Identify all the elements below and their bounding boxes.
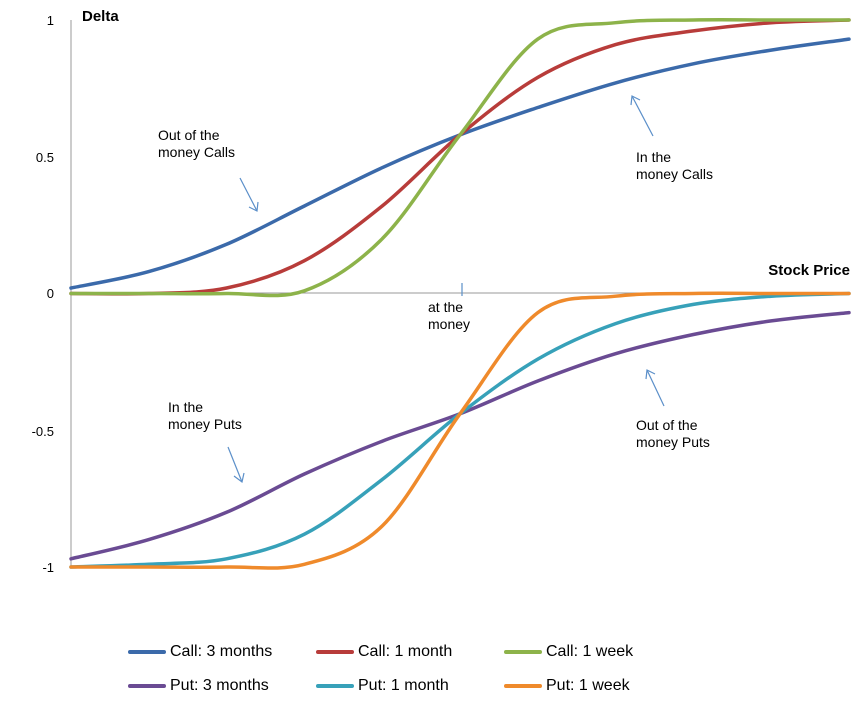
- annotation-line: In the: [636, 149, 671, 165]
- legend-item-call-3-months[interactable]: Call: 3 months: [128, 643, 316, 661]
- annotation-itm-puts: In the money Puts: [168, 399, 242, 432]
- y-tick-label: 0: [47, 286, 54, 301]
- legend: Call: 3 months Call: 1 month Call: 1 wee…: [128, 635, 748, 703]
- legend-label: Put: 3 months: [170, 677, 269, 694]
- legend-swatch: [316, 684, 354, 688]
- legend-label: Call: 3 months: [170, 643, 273, 660]
- series-group: [69, 18, 851, 570]
- y-tick-label: -1: [42, 560, 54, 575]
- annotation-otm-calls: Out of the money Calls: [158, 127, 235, 160]
- annotation-arrow: [631, 95, 654, 137]
- legend-item-put-1-week[interactable]: Put: 1 week: [504, 677, 692, 695]
- legend-item-call-1-month[interactable]: Call: 1 month: [316, 643, 504, 661]
- annotation-otm-puts: Out of the money Puts: [636, 417, 710, 450]
- arrow-head-icon: [248, 201, 259, 212]
- series-line-put-1-week: [69, 291, 851, 570]
- annotation-line: money Calls: [636, 166, 713, 182]
- annotation-line: at the: [428, 299, 463, 315]
- annotation-line: Out of the: [158, 127, 220, 143]
- y-axis-title: Delta: [82, 8, 119, 25]
- legend-swatch: [128, 650, 166, 654]
- y-tick-label: -0.5: [32, 424, 54, 439]
- series-line-put-3-months: [69, 310, 851, 561]
- annotation-line: money: [428, 316, 470, 332]
- legend-swatch: [128, 684, 166, 688]
- annotation-line: money Puts: [168, 416, 242, 432]
- legend-item-call-1-week[interactable]: Call: 1 week: [504, 643, 692, 661]
- annotation-line: Out of the: [636, 417, 698, 433]
- arrow-head-icon: [630, 95, 641, 106]
- arrow-head-icon: [645, 369, 656, 380]
- legend-row: Call: 3 months Call: 1 month Call: 1 wee…: [128, 635, 748, 669]
- legend-row: Put: 3 months Put: 1 month Put: 1 week: [128, 669, 748, 703]
- annotation-atm: at the money: [428, 299, 470, 332]
- series-line-call-3-months: [69, 37, 851, 290]
- annotation-line: money Calls: [158, 144, 235, 160]
- legend-label: Call: 1 week: [546, 643, 634, 660]
- legend-swatch: [504, 684, 542, 688]
- annotation-line: In the: [168, 399, 203, 415]
- y-tick-label: 0.5: [36, 150, 54, 165]
- y-tick-label: 1: [47, 13, 54, 28]
- legend-item-put-3-months[interactable]: Put: 3 months: [128, 677, 316, 695]
- legend-label: Put: 1 month: [358, 677, 449, 694]
- x-axis-title: Stock Price: [768, 262, 850, 279]
- annotation-itm-calls: In the money Calls: [636, 149, 713, 182]
- annotation-arrow: [239, 177, 258, 212]
- legend-label: Call: 1 month: [358, 643, 453, 660]
- legend-swatch: [316, 650, 354, 654]
- annotation-arrow: [646, 369, 665, 407]
- annotation-line: money Puts: [636, 434, 710, 450]
- arrow-head-icon: [233, 472, 245, 484]
- annotation-arrow: [227, 446, 243, 483]
- series-line-call-1-week: [69, 18, 851, 298]
- legend-item-put-1-month[interactable]: Put: 1 month: [316, 677, 504, 695]
- legend-swatch: [504, 650, 542, 654]
- legend-label: Put: 1 week: [546, 677, 630, 694]
